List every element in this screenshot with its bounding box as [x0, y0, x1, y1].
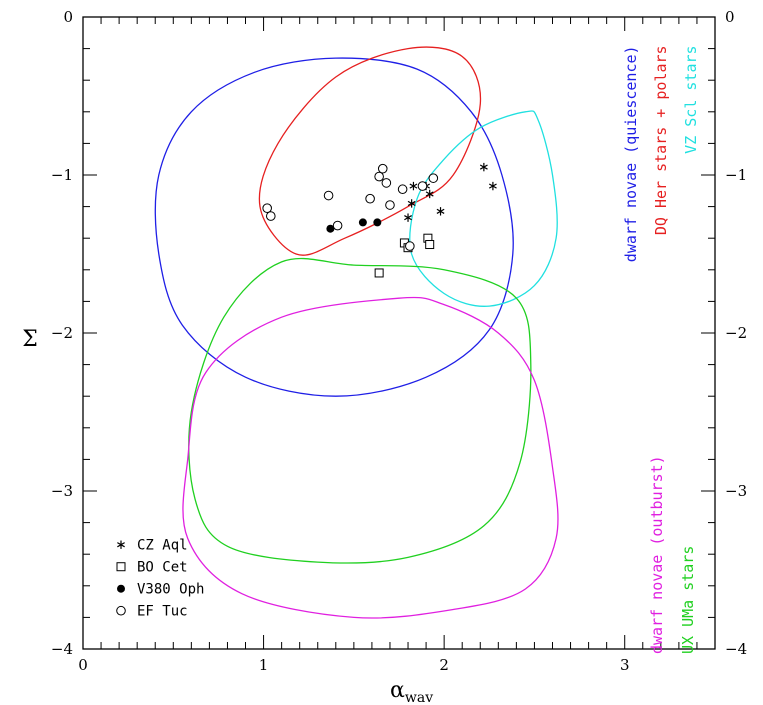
point-ef-tuc: [405, 241, 415, 251]
asterisk-stroke: [117, 542, 125, 548]
point-ef-tuc: [365, 193, 375, 204]
point-ef-tuc: [377, 163, 388, 174]
region-label-dwarf-novae-outburst-: dwarf novae (outburst): [648, 455, 666, 654]
point-ef-tuc: [323, 190, 334, 201]
y-tick-label-left: −1: [51, 166, 73, 184]
legend-marker-cz-aql: [117, 540, 125, 549]
point-cz-aql: [409, 181, 418, 191]
point-cz-aql: [404, 213, 412, 222]
region-outline-4: [182, 296, 559, 619]
point-ef-tuc: [374, 171, 384, 182]
legend-marker-bo-cet: [116, 562, 126, 572]
region-outline-0: [154, 57, 514, 397]
point-cz-aql: [479, 162, 488, 172]
point-v380-oph: [326, 224, 335, 233]
legend-marker-ef-tuc: [116, 605, 126, 616]
point-cz-aql: [425, 189, 434, 199]
point-cz-aql: [436, 207, 445, 216]
asterisk-stroke: [407, 200, 416, 207]
point-v380-oph: [373, 218, 382, 227]
point-ef-tuc: [381, 178, 392, 188]
x-axis-title: αwav: [390, 678, 433, 705]
y-tick-label-right: −1: [725, 166, 747, 184]
asterisk-stroke: [479, 164, 488, 170]
y-tick-label-right: −2: [725, 324, 747, 342]
data-points: [262, 162, 497, 278]
legend: CZ Aql BO Cet V380 Oph EF Tuc: [116, 538, 204, 620]
legend-label-bo-cet: BO Cet: [137, 560, 188, 576]
point-cz-aql: [407, 199, 416, 208]
region-label-vz-scl-stars: VZ Scl stars: [682, 45, 700, 153]
point-ef-tuc: [417, 181, 428, 191]
legend-marker-v380-oph: [117, 584, 125, 593]
y-tick-label-left: −4: [51, 640, 73, 658]
asterisk-stroke: [488, 183, 497, 189]
x-tick-label: 3: [620, 656, 630, 674]
tick-labels: 0 1 2 3 0 0 −1 −1 −2 −2 −3 −3 −4 −4: [51, 8, 747, 674]
region-outline-1: [258, 46, 482, 256]
y-tick-label-right: −3: [725, 482, 747, 500]
x-tick-label: 0: [78, 656, 88, 674]
point-ef-tuc: [428, 173, 439, 183]
asterisk-stroke: [404, 215, 412, 221]
y-tick-label-left: 0: [63, 8, 73, 26]
region-outlines: [154, 46, 559, 619]
asterisk-stroke: [425, 191, 434, 197]
region-label-ux-uma-stars: UX UMa stars: [679, 546, 697, 654]
x-tick-label: 1: [259, 656, 269, 674]
legend-label-cz-aql: CZ Aql: [137, 538, 188, 554]
asterisk-stroke: [409, 183, 418, 189]
region-label-dq-her-stars-polars: DQ Her stars + polars: [652, 45, 670, 235]
point-ef-tuc: [265, 211, 276, 221]
axis-ticks: [82, 16, 716, 650]
x-tick-label: 2: [439, 656, 449, 674]
y-tick-label-left: −3: [51, 482, 73, 500]
plot-frame: [82, 16, 716, 650]
point-ef-tuc: [397, 184, 408, 195]
region-outline-2: [409, 110, 558, 307]
region-label-dwarf-novae-quiescence-: dwarf novae (quiescence): [622, 45, 640, 262]
point-ef-tuc: [385, 200, 395, 210]
legend-label-v380-oph: V380 Oph: [137, 582, 204, 598]
region-labels: dwarf novae (quiescence) DQ Her stars + p…: [622, 45, 700, 654]
point-bo-cet: [425, 240, 435, 250]
region-outline-3: [188, 257, 532, 564]
y-axis-title: Σ: [22, 327, 38, 352]
point-ef-tuc: [332, 220, 343, 231]
y-tick-label-right: −4: [725, 640, 747, 658]
point-v380-oph: [358, 218, 367, 227]
point-bo-cet: [374, 268, 384, 278]
legend-label-ef-tuc: EF Tuc: [137, 604, 188, 620]
asterisk-stroke: [436, 208, 445, 214]
y-tick-label-right: 0: [725, 8, 735, 26]
y-tick-label-left: −2: [51, 324, 73, 342]
point-cz-aql: [488, 181, 497, 191]
point-ef-tuc: [262, 203, 272, 213]
